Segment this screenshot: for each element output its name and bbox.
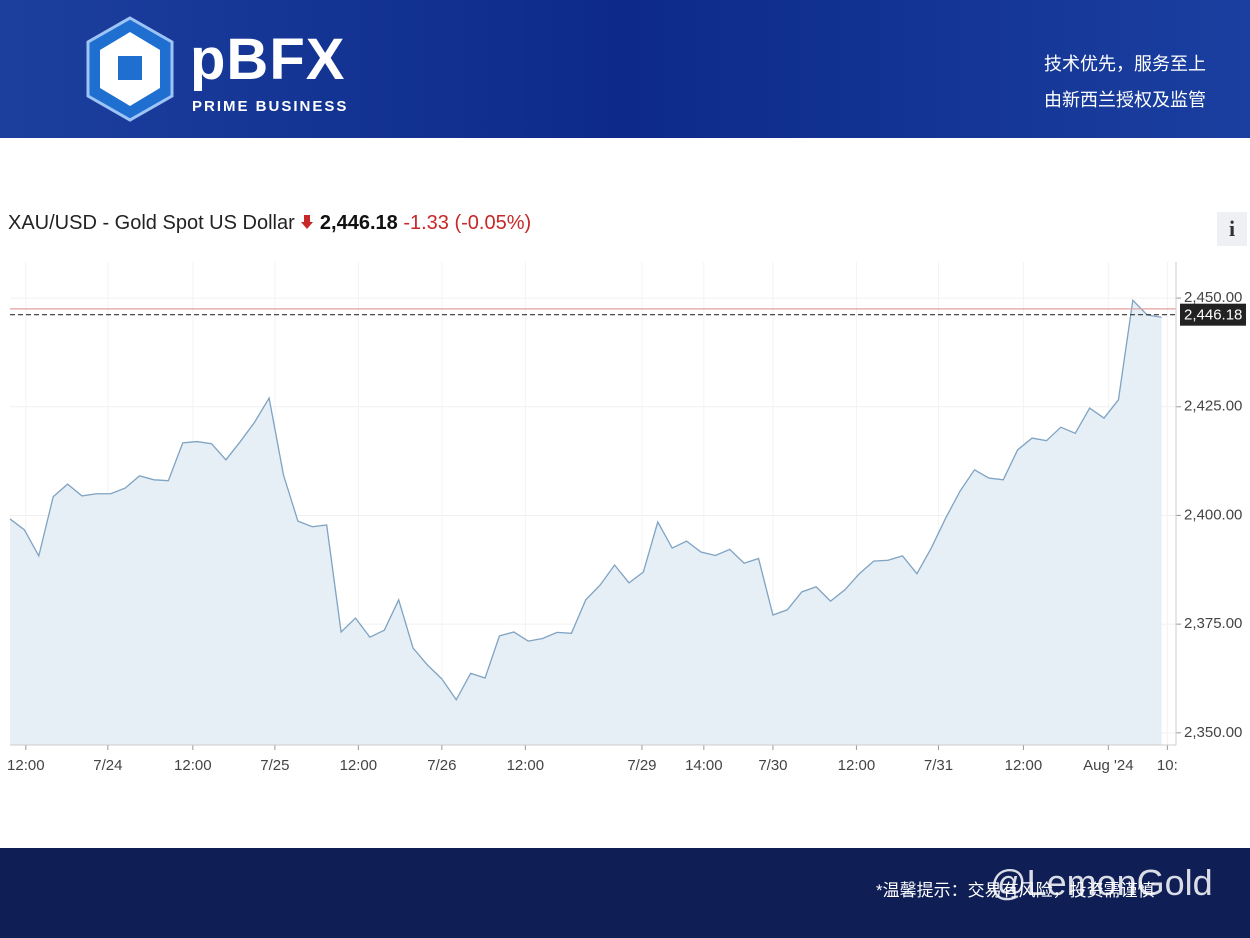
y-tick-label: 2,425.00: [1184, 398, 1242, 415]
change-pct: (-0.05%): [454, 212, 532, 234]
change: -1.33: [403, 212, 449, 234]
x-tick-label: 7/31: [924, 757, 953, 774]
y-tick-label: 2,400.00: [1184, 506, 1242, 523]
x-tick-label: 12:00: [174, 757, 212, 774]
y-tick-label: 2,350.00: [1184, 724, 1242, 741]
area-fill: [10, 300, 1162, 745]
price-line: [9, 298, 1162, 702]
x-tick-label: 12:00: [507, 757, 545, 774]
x-tick-label: 14:00: [685, 757, 723, 774]
quote: XAU/USD - Gold Spot US Dollar 2,446.18 -…: [8, 212, 531, 235]
down-arrow: [301, 215, 314, 229]
x-tick-label: 12:00: [340, 757, 378, 774]
x-tick-label: 7/25: [260, 757, 289, 774]
y-tick-label: 2,450.00: [1184, 289, 1242, 306]
x-tick-label: 7/26: [427, 757, 456, 774]
logo: [86, 16, 174, 122]
x-tick-label: 12:00: [1005, 757, 1043, 774]
symbol: XAU/USD - Gold Spot US Dollar: [8, 212, 295, 234]
y-tick-label: 2,375.00: [1184, 615, 1242, 632]
footer: *温馨提示：交易有风险，投资需谨慎 @LemonGold: [0, 848, 1250, 938]
watermark: @LemonGold: [990, 862, 1213, 903]
x-tick-label: 12:00: [838, 757, 876, 774]
info-button[interactable]: i: [1217, 212, 1247, 246]
x-tick-label: 7/29: [627, 757, 656, 774]
footer-note: *温馨提示：交易有风险，投资需谨慎: [876, 881, 1155, 900]
last-price-label: 2,446.18: [1184, 307, 1242, 324]
slogan: 由新西兰授权及监管: [1044, 90, 1206, 110]
x-tick-label: 10:: [1157, 757, 1178, 774]
x-tick-label: 12:00: [7, 757, 45, 774]
brand-sub: PRIME BUSINESS: [192, 98, 349, 115]
chart: 2,350.00 2,375.00 2,400.00 2,425.00 2,450.00…: [7, 262, 1246, 774]
brand: pBFX: [190, 27, 346, 92]
header: pBFX PRIME BUSINESS 技术优先，服务至上 由新西兰授权及监管: [0, 0, 1250, 138]
x-tick-label: 7/30: [758, 757, 787, 774]
x-tick-label: Aug '24: [1083, 757, 1133, 774]
x-tick-label: 7/24: [93, 757, 122, 774]
price: 2,446.18: [319, 212, 398, 234]
last-price-badge: [1180, 303, 1246, 326]
slogan: 技术优先，服务至上: [1044, 54, 1206, 74]
